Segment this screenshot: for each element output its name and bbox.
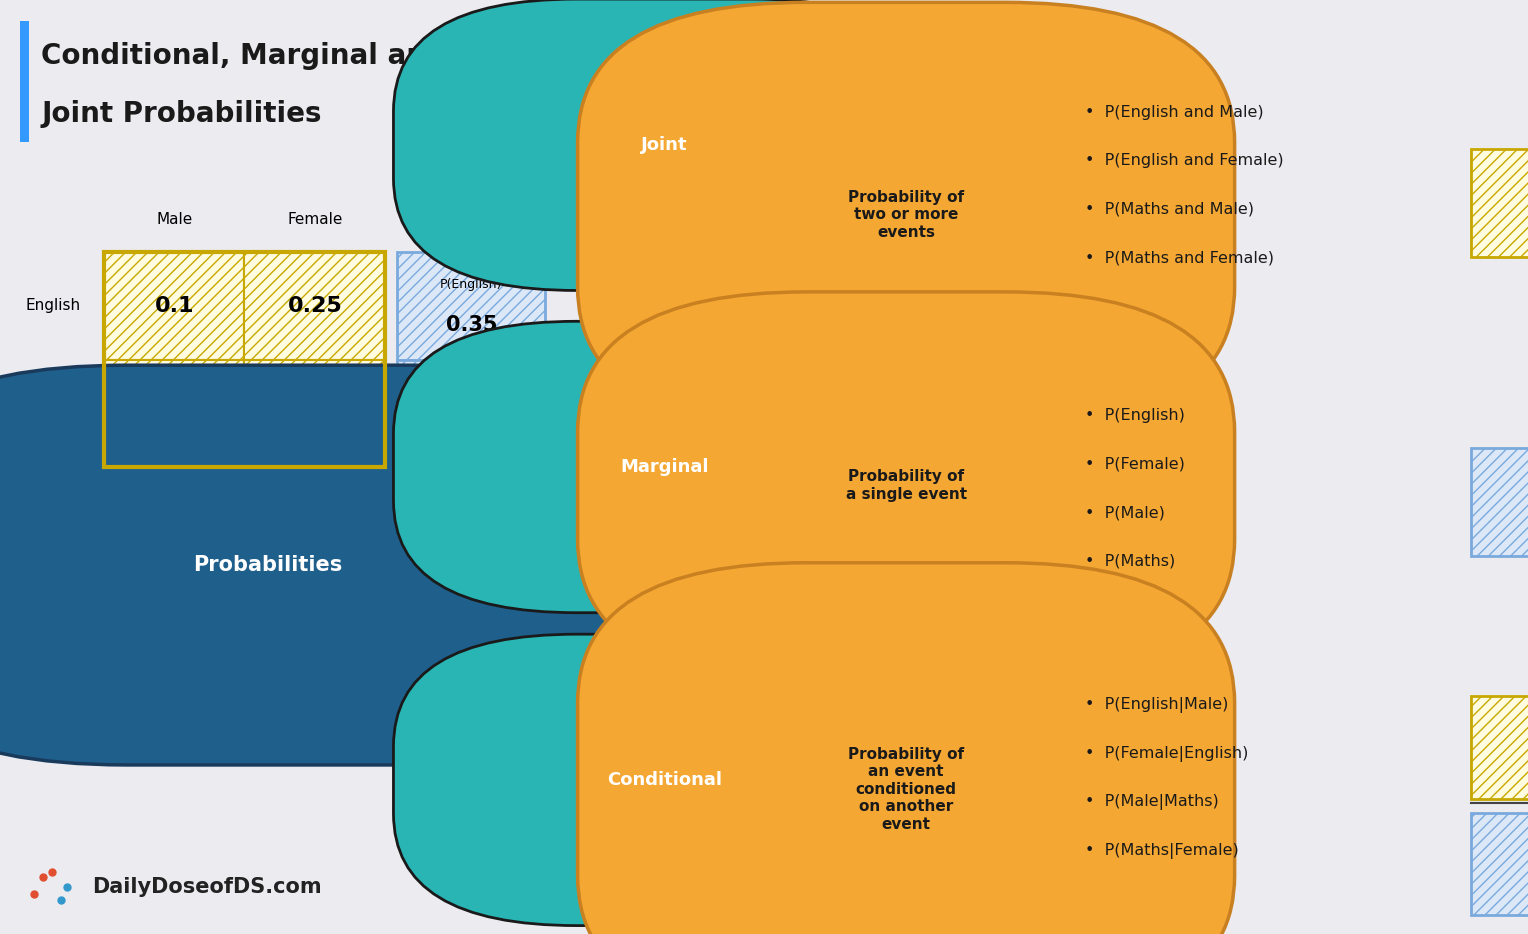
Text: 0.25: 0.25 [287, 296, 342, 316]
Bar [397, 252, 545, 360]
Bar [1471, 813, 1528, 915]
Text: P(English): P(English) [440, 278, 503, 290]
FancyBboxPatch shape [394, 634, 935, 926]
Text: Marginal: Marginal [620, 458, 709, 476]
Text: •  P(Maths and Female): • P(Maths and Female) [1085, 250, 1274, 265]
FancyBboxPatch shape [578, 2, 1235, 428]
Text: P(Maths): P(Maths) [445, 386, 498, 398]
Text: •  P(Maths and Male): • P(Maths and Male) [1085, 202, 1254, 217]
FancyBboxPatch shape [394, 321, 935, 613]
Text: English: English [26, 298, 81, 314]
Text: Probability of
two or more
events: Probability of two or more events [848, 190, 964, 240]
Text: •  P(Female): • P(Female) [1085, 457, 1184, 472]
Bar [397, 360, 545, 467]
Text: 0.1: 0.1 [154, 296, 194, 316]
Bar [1471, 448, 1528, 556]
Text: Conditional, Marginal and: Conditional, Marginal and [41, 42, 446, 70]
Text: Maths: Maths [31, 405, 76, 421]
Bar [244, 474, 385, 582]
FancyBboxPatch shape [578, 291, 1235, 680]
Text: 0.35: 0.35 [446, 315, 497, 335]
Text: 0.65: 0.65 [446, 422, 497, 443]
Bar [1471, 149, 1528, 257]
Text: Female: Female [287, 212, 342, 227]
Text: Probability of
an event
conditioned
on another
event: Probability of an event conditioned on a… [848, 747, 964, 831]
Bar [104, 252, 244, 360]
Text: •  P(Male): • P(Male) [1085, 505, 1164, 520]
Text: Joint Probabilities: Joint Probabilities [41, 100, 322, 128]
FancyBboxPatch shape [394, 0, 935, 290]
Text: DailyDoseofDS.com: DailyDoseofDS.com [92, 877, 321, 898]
Text: 0.5: 0.5 [296, 537, 333, 558]
Text: P(Male): P(Male) [151, 501, 197, 513]
Bar [104, 360, 244, 467]
Text: Conditional: Conditional [607, 771, 723, 789]
Text: 0.4: 0.4 [154, 403, 194, 423]
FancyBboxPatch shape [578, 562, 1235, 934]
Text: •  P(Male|Maths): • P(Male|Maths) [1085, 794, 1219, 811]
Text: P(Female): P(Female) [284, 501, 345, 513]
Bar [104, 252, 385, 467]
Text: Male: Male [156, 212, 193, 227]
Bar [104, 474, 244, 582]
Bar [20, 21, 29, 142]
Text: 0.25: 0.25 [287, 403, 342, 423]
Text: •  P(Female|English): • P(Female|English) [1085, 745, 1248, 762]
Bar [1471, 696, 1528, 799]
Text: 0.5: 0.5 [156, 537, 193, 558]
Text: •  P(English and Male): • P(English and Male) [1085, 105, 1264, 120]
Text: •  P(Maths|Female): • P(Maths|Female) [1085, 842, 1239, 859]
Bar [244, 360, 385, 467]
Text: Probability of
a single event: Probability of a single event [845, 470, 967, 502]
Bar [244, 252, 385, 360]
Text: •  P(English|Male): • P(English|Male) [1085, 697, 1229, 714]
Text: 1: 1 [461, 514, 481, 543]
Text: •  P(English): • P(English) [1085, 408, 1184, 423]
Text: Joint: Joint [642, 135, 688, 154]
Text: •  P(English and Female): • P(English and Female) [1085, 153, 1284, 168]
Text: •  P(Maths): • P(Maths) [1085, 554, 1175, 569]
Text: Probabilities: Probabilities [193, 555, 342, 575]
FancyBboxPatch shape [0, 365, 683, 765]
Bar [397, 474, 545, 582]
